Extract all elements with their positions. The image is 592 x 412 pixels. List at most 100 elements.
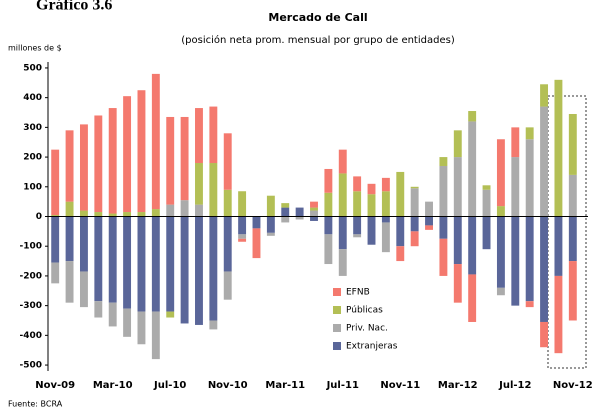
bar bbox=[195, 108, 203, 164]
bar bbox=[410, 216, 419, 232]
bar bbox=[310, 207, 318, 211]
bar bbox=[496, 216, 505, 288]
bar bbox=[525, 301, 534, 308]
bar bbox=[180, 116, 189, 201]
bar bbox=[166, 204, 175, 217]
bar bbox=[353, 176, 362, 192]
bar bbox=[439, 165, 448, 217]
bar bbox=[108, 213, 117, 217]
bar bbox=[223, 189, 232, 217]
bar bbox=[65, 216, 74, 262]
legend-label: Priv. Nac. bbox=[346, 324, 388, 334]
bar bbox=[137, 90, 146, 213]
bar bbox=[568, 216, 577, 262]
bar bbox=[353, 234, 362, 238]
bar bbox=[252, 216, 261, 229]
bar bbox=[453, 216, 462, 265]
y-tick-label: 200 bbox=[23, 153, 42, 163]
bar bbox=[554, 79, 563, 217]
bar bbox=[295, 216, 304, 220]
y-tick-label: 500 bbox=[23, 63, 42, 73]
bar bbox=[223, 271, 232, 300]
bar bbox=[151, 216, 160, 312]
bar bbox=[94, 301, 103, 318]
y-tick-label: -500 bbox=[19, 361, 42, 371]
bar bbox=[338, 149, 347, 174]
bar bbox=[209, 320, 218, 330]
y-tick-label: -100 bbox=[19, 242, 42, 252]
bar bbox=[439, 157, 448, 166]
bar bbox=[468, 121, 477, 217]
x-tick-label: Nov-10 bbox=[208, 380, 248, 391]
bar bbox=[166, 116, 175, 205]
y-tick-label: 0 bbox=[36, 212, 42, 222]
bar bbox=[511, 127, 520, 158]
bar bbox=[482, 189, 491, 217]
bar bbox=[195, 216, 203, 325]
bar bbox=[65, 201, 74, 217]
bar bbox=[295, 207, 304, 217]
x-tick-label: Jul-12 bbox=[498, 380, 531, 391]
bar bbox=[367, 216, 376, 245]
bar bbox=[310, 216, 318, 221]
bar bbox=[338, 249, 347, 276]
y-tick-label: -200 bbox=[19, 271, 42, 281]
bar bbox=[79, 124, 88, 211]
x-tick-label: Mar-12 bbox=[438, 380, 478, 391]
bar bbox=[94, 212, 103, 217]
bar bbox=[151, 209, 160, 217]
legend-swatch bbox=[333, 306, 341, 314]
bar bbox=[324, 216, 333, 235]
bar bbox=[266, 216, 275, 233]
bar bbox=[381, 191, 390, 217]
bar bbox=[453, 130, 462, 158]
bar bbox=[51, 262, 60, 284]
bar bbox=[51, 215, 60, 217]
bar bbox=[525, 216, 534, 302]
bar bbox=[482, 216, 491, 250]
x-tick-label: Nov-12 bbox=[553, 380, 592, 391]
legend-swatch bbox=[333, 324, 341, 332]
x-tick-label: Nov-09 bbox=[35, 380, 75, 391]
bar bbox=[324, 168, 333, 193]
y-tick-label: 100 bbox=[23, 182, 42, 192]
bar bbox=[396, 171, 405, 217]
bar bbox=[410, 188, 419, 217]
bar bbox=[496, 139, 505, 207]
bar bbox=[324, 192, 333, 217]
bar bbox=[51, 216, 60, 263]
bar bbox=[238, 238, 247, 242]
bar bbox=[324, 234, 333, 265]
bar bbox=[511, 216, 520, 306]
highlight-box bbox=[547, 95, 587, 369]
bar bbox=[453, 157, 462, 217]
bar bbox=[195, 204, 203, 217]
bar bbox=[353, 191, 362, 217]
bar bbox=[180, 200, 189, 217]
bar bbox=[281, 203, 290, 208]
bar bbox=[108, 302, 117, 327]
bar bbox=[540, 84, 549, 107]
bar bbox=[94, 216, 103, 302]
bar bbox=[425, 225, 433, 230]
bar bbox=[453, 264, 462, 303]
bar bbox=[137, 212, 146, 217]
legend-swatch bbox=[333, 342, 341, 350]
bar bbox=[525, 139, 534, 217]
bar bbox=[425, 201, 433, 217]
y-tick-label: 300 bbox=[23, 123, 42, 133]
x-tick-label: Mar-11 bbox=[265, 380, 305, 391]
bar bbox=[353, 216, 362, 235]
bar bbox=[568, 261, 577, 321]
bar bbox=[123, 212, 132, 217]
bar bbox=[108, 108, 117, 214]
bar bbox=[468, 216, 477, 275]
x-tick-label: Jul-11 bbox=[326, 380, 359, 391]
legend-label: Extranjeras bbox=[346, 342, 398, 352]
source: Fuente: BCRA bbox=[8, 400, 63, 409]
bar bbox=[511, 157, 520, 217]
x-tick-label: Nov-11 bbox=[380, 380, 420, 391]
bar bbox=[496, 287, 505, 296]
bar bbox=[79, 210, 88, 217]
bar bbox=[51, 149, 60, 216]
